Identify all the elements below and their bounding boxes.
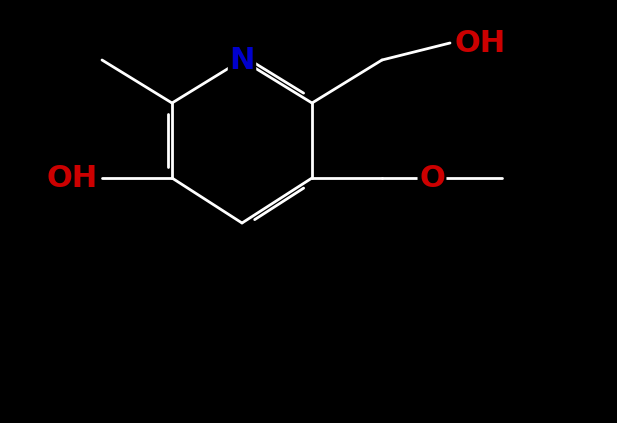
Text: OH: OH [454, 28, 505, 58]
Text: OH: OH [46, 164, 97, 192]
Text: O: O [419, 164, 445, 192]
Text: N: N [230, 46, 255, 74]
